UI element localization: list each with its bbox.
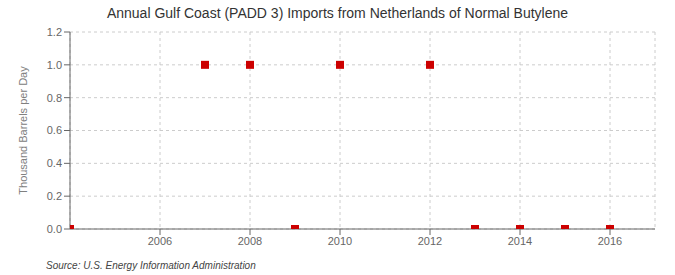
svg-text:0.2: 0.2 xyxy=(47,190,62,202)
html-text:Source: U.S. Energy Informatio: Source: U.S. Energy Information Administ… xyxy=(46,260,256,271)
svg-text:0.0: 0.0 xyxy=(47,223,62,235)
svg-text:1.2: 1.2 xyxy=(47,26,62,38)
svg-text:2006: 2006 xyxy=(148,235,172,247)
svg-text:0.8: 0.8 xyxy=(47,92,62,104)
svg-text:Thousand Barrels per Day: Thousand Barrels per Day xyxy=(17,66,29,195)
svg-text:2014: 2014 xyxy=(508,235,532,247)
svg-text:2008: 2008 xyxy=(238,235,262,247)
svg-text:2012: 2012 xyxy=(418,235,442,247)
svg-text:1.0: 1.0 xyxy=(47,59,62,71)
svg-text:2010: 2010 xyxy=(328,235,352,247)
html-text:Annual Gulf Coast (PADD 3) Imp: Annual Gulf Coast (PADD 3) Imports from … xyxy=(106,5,569,21)
svg-text:2016: 2016 xyxy=(598,235,622,247)
svg-text:0.6: 0.6 xyxy=(47,124,62,136)
svg-text:0.4: 0.4 xyxy=(47,157,62,169)
